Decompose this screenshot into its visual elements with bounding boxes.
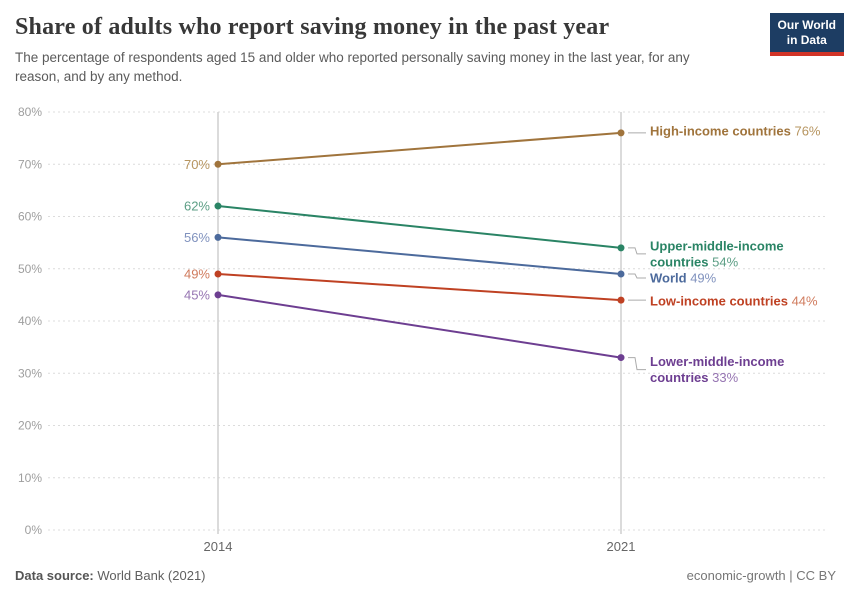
y-axis-tick-label: 40% bbox=[18, 314, 42, 328]
series-line-world[interactable] bbox=[217, 236, 622, 275]
series-line-low-income-countries[interactable] bbox=[217, 272, 622, 302]
y-axis-tick-label: 50% bbox=[18, 262, 42, 276]
series-label-upper-middle-income-countries[interactable]: countries 54% bbox=[650, 254, 739, 269]
owid-logo-line2: in Data bbox=[786, 33, 827, 47]
y-axis-tick-label: 30% bbox=[18, 366, 42, 380]
y-axis-tick-label: 20% bbox=[18, 419, 42, 433]
data-point-high-income-countries-start[interactable] bbox=[214, 160, 222, 168]
owid-logo-line1: Our World bbox=[777, 18, 836, 32]
x-axis-tick-label: 2014 bbox=[204, 539, 233, 554]
owid-logo[interactable]: Our World in Data bbox=[769, 13, 844, 56]
label-connector bbox=[628, 247, 646, 255]
data-point-world-start[interactable] bbox=[214, 233, 222, 241]
series-label-high-income-countries[interactable]: High-income countries 76% bbox=[650, 123, 821, 138]
end-value-label: 76% bbox=[791, 123, 821, 138]
end-value-label: 44% bbox=[788, 294, 818, 309]
label-connector bbox=[628, 357, 646, 371]
data-point-world-end[interactable] bbox=[617, 270, 625, 278]
chart-subtitle: The percentage of respondents aged 15 an… bbox=[15, 50, 690, 84]
data-point-lower-middle-income-countries-end[interactable] bbox=[617, 354, 625, 362]
y-axis-tick-label: 60% bbox=[18, 210, 42, 224]
data-point-low-income-countries-end[interactable] bbox=[617, 296, 625, 304]
data-source: Data source: World Bank (2021) bbox=[15, 568, 206, 583]
start-value-label: 62% bbox=[184, 199, 210, 214]
series-label-lower-middle-income-countries[interactable]: countries 33% bbox=[650, 370, 739, 385]
data-source-value: World Bank (2021) bbox=[93, 568, 206, 583]
series-label-upper-middle-income-countries[interactable]: Upper-middle-income bbox=[650, 238, 784, 253]
y-axis-tick-label: 70% bbox=[18, 157, 42, 171]
series-label-lower-middle-income-countries[interactable]: Lower-middle-income bbox=[650, 354, 784, 369]
x-axis-tick-label: 2021 bbox=[607, 539, 636, 554]
data-point-high-income-countries-end[interactable] bbox=[617, 129, 625, 137]
data-point-low-income-countries-start[interactable] bbox=[214, 270, 222, 278]
license-note[interactable]: economic-growth | CC BY bbox=[686, 568, 836, 583]
chart-header: Share of adults who report saving money … bbox=[15, 12, 758, 87]
data-point-upper-middle-income-countries-end[interactable] bbox=[617, 244, 625, 252]
start-value-label: 45% bbox=[184, 287, 210, 302]
end-value-label: 49% bbox=[687, 270, 717, 285]
chart-footer: Data source: World Bank (2021) economic-… bbox=[15, 568, 836, 583]
end-value-label: 33% bbox=[709, 370, 739, 385]
start-value-label: 49% bbox=[184, 266, 210, 281]
series-label-world[interactable]: World 49% bbox=[650, 270, 717, 285]
series-line-high-income-countries[interactable] bbox=[217, 131, 622, 166]
series-line-upper-middle-income-countries[interactable] bbox=[217, 205, 622, 249]
start-value-label: 56% bbox=[184, 230, 210, 245]
series-line-lower-middle-income-countries[interactable] bbox=[217, 293, 622, 359]
page-title: Share of adults who report saving money … bbox=[15, 14, 610, 40]
y-axis-tick-label: 80% bbox=[18, 105, 42, 119]
series-label-low-income-countries[interactable]: Low-income countries 44% bbox=[650, 294, 818, 309]
label-connector bbox=[628, 273, 646, 279]
y-axis-tick-label: 0% bbox=[25, 523, 43, 537]
data-point-lower-middle-income-countries-start[interactable] bbox=[214, 291, 222, 299]
data-point-upper-middle-income-countries-start[interactable] bbox=[214, 202, 222, 210]
start-value-label: 70% bbox=[184, 157, 210, 172]
y-axis-tick-label: 10% bbox=[18, 471, 42, 485]
end-value-label: 54% bbox=[709, 254, 739, 269]
data-source-label: Data source: bbox=[15, 568, 94, 583]
